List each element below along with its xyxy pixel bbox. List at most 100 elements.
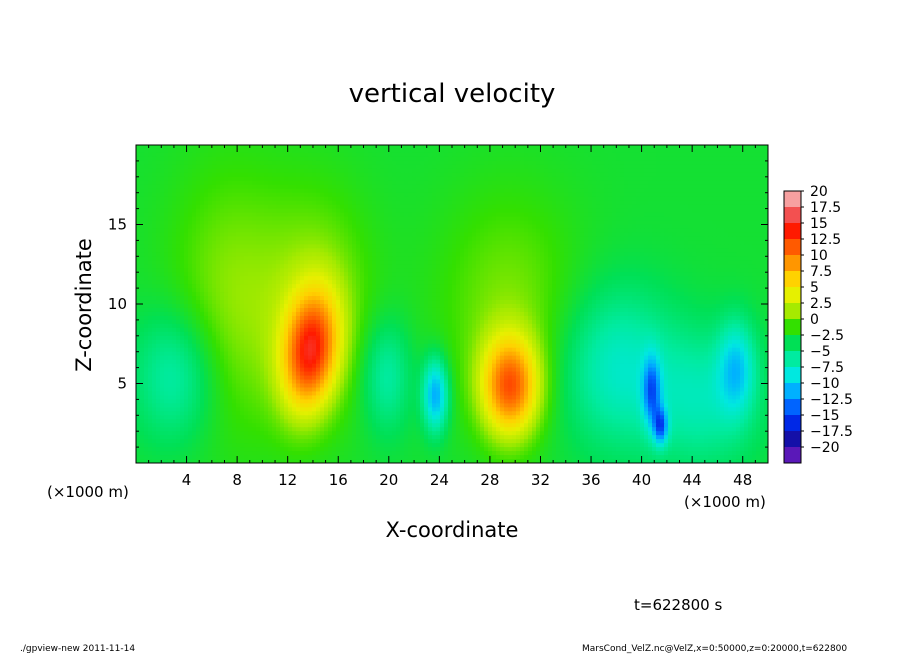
- heatmap-cell: [476, 196, 481, 202]
- heatmap-cell: [648, 228, 653, 234]
- heatmap-cell: [708, 232, 713, 238]
- heatmap-cell: [656, 264, 661, 269]
- heatmap-cell: [748, 168, 753, 174]
- heatmap-cell: [620, 232, 625, 238]
- heatmap-cell: [220, 168, 225, 174]
- heatmap-cell: [380, 184, 385, 190]
- heatmap-cell: [176, 168, 181, 174]
- heatmap-cell: [140, 236, 145, 242]
- heatmap-cell: [428, 236, 433, 242]
- heatmap-cell: [700, 192, 705, 198]
- heatmap-cell: [396, 248, 401, 253]
- heatmap-cell: [444, 228, 449, 234]
- heatmap-cell: [600, 168, 605, 174]
- heatmap-cell: [344, 268, 349, 273]
- heatmap-cell: [648, 260, 653, 265]
- heatmap-cell: [164, 256, 169, 261]
- heatmap-cell: [760, 172, 765, 178]
- heatmap-cell: [240, 164, 245, 170]
- heatmap-cell: [664, 244, 669, 249]
- heatmap-cell: [544, 168, 549, 174]
- heatmap-cell: [524, 200, 529, 206]
- heatmap-cell: [756, 256, 761, 261]
- heatmap-cell: [624, 196, 629, 202]
- heatmap-cell: [524, 148, 529, 154]
- heatmap-cell: [444, 244, 449, 249]
- heatmap-cell: [704, 176, 709, 182]
- heatmap-cell: [760, 228, 765, 234]
- heatmap-cell: [168, 180, 173, 186]
- heatmap-cell: [636, 176, 641, 182]
- heatmap-cell: [308, 232, 313, 238]
- heatmap-cell: [488, 256, 493, 261]
- heatmap-cell: [480, 172, 485, 178]
- heatmap-cell: [180, 248, 185, 253]
- heatmap-cell: [592, 184, 597, 190]
- heatmap-cell: [584, 256, 589, 261]
- heatmap-cell: [344, 160, 349, 166]
- heatmap-cell: [168, 240, 173, 245]
- heatmap-cell: [680, 248, 685, 253]
- heatmap-cell: [564, 220, 569, 226]
- heatmap-cell: [268, 232, 273, 238]
- heatmap-cell: [520, 208, 525, 214]
- heatmap-cell: [436, 256, 441, 261]
- heatmap-cell: [724, 212, 729, 218]
- heatmap-cell: [760, 152, 765, 158]
- heatmap-cell: [332, 256, 337, 261]
- heatmap-cell: [760, 224, 765, 230]
- heatmap-cell: [192, 252, 197, 257]
- heatmap-cell: [396, 148, 401, 154]
- heatmap-cell: [540, 236, 545, 242]
- heatmap-cell: [540, 176, 545, 182]
- heatmap-cell: [600, 212, 605, 218]
- heatmap-cell: [516, 148, 521, 154]
- heatmap-cell: [380, 164, 385, 170]
- heatmap-cell: [612, 188, 617, 194]
- heatmap-cell: [560, 145, 565, 150]
- heatmap-cell: [340, 236, 345, 242]
- heatmap-cell: [368, 180, 373, 186]
- heatmap-cell: [596, 256, 601, 261]
- heatmap-cell: [308, 172, 313, 178]
- heatmap-cell: [240, 160, 245, 166]
- heatmap-cell: [732, 264, 737, 269]
- heatmap-cell: [176, 200, 181, 206]
- heatmap-cell: [440, 236, 445, 242]
- heatmap-cell: [260, 248, 265, 253]
- heatmap-cell: [160, 220, 165, 226]
- heatmap-cell: [656, 176, 661, 182]
- heatmap-cell: [376, 152, 381, 158]
- heatmap-cell: [748, 164, 753, 170]
- heatmap-cell: [760, 180, 765, 186]
- heatmap-cell: [172, 260, 177, 265]
- heatmap-cell: [496, 176, 501, 182]
- heatmap-cell: [596, 160, 601, 166]
- heatmap-cell: [712, 204, 717, 210]
- heatmap-cell: [140, 240, 145, 245]
- heatmap-cell: [632, 196, 637, 202]
- heatmap-cell: [308, 145, 313, 150]
- heatmap-cell: [200, 196, 205, 202]
- heatmap-cell: [376, 168, 381, 174]
- heatmap-cell: [212, 188, 217, 194]
- heatmap-cell: [224, 208, 229, 214]
- heatmap-cell: [568, 180, 573, 186]
- heatmap-cell: [680, 184, 685, 190]
- heatmap-cell: [452, 224, 457, 230]
- heatmap-cell: [340, 256, 345, 261]
- heatmap-cell: [656, 168, 661, 174]
- heatmap-cell: [524, 216, 529, 222]
- heatmap-cell: [312, 212, 317, 218]
- heatmap-cell: [428, 184, 433, 190]
- heatmap-cell: [672, 248, 677, 253]
- heatmap-cell: [148, 145, 153, 150]
- heatmap-cell: [228, 200, 233, 206]
- heatmap-cell: [476, 208, 481, 214]
- heatmap-cell: [340, 164, 345, 170]
- heatmap-cell: [400, 160, 405, 166]
- heatmap-cell: [292, 184, 297, 190]
- heatmap-cell: [340, 248, 345, 253]
- heatmap-cell: [264, 164, 269, 170]
- heatmap-cell: [192, 240, 197, 245]
